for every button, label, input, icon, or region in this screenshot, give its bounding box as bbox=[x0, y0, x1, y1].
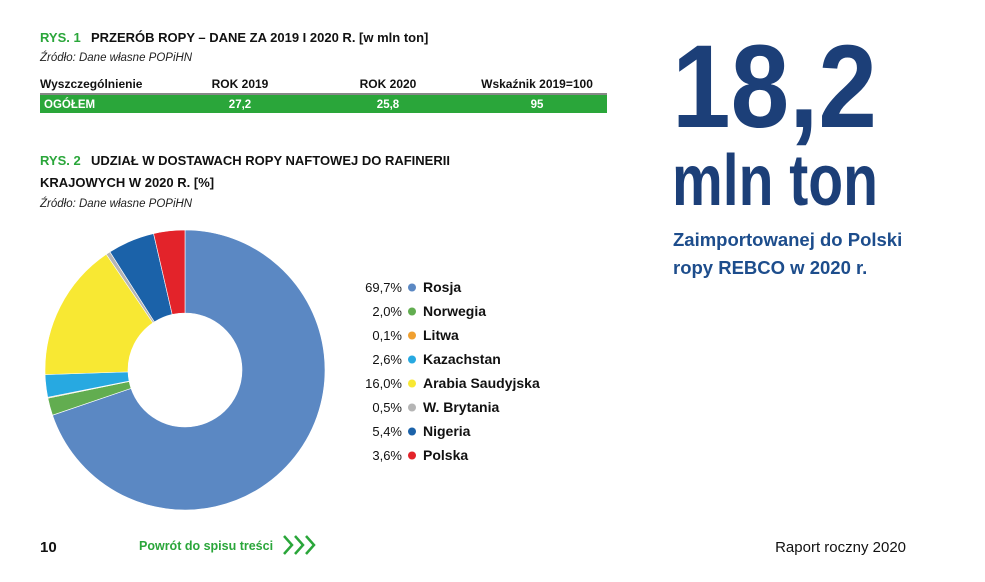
highlight-caption: Zaimportowanej do Polski bbox=[673, 229, 902, 250]
legend-dot bbox=[408, 451, 416, 460]
fig2-label: RYS. 2 bbox=[40, 153, 81, 168]
fig1-source: Źródło: Dane własne POPiHN bbox=[39, 51, 193, 64]
highlight-caption: ropy REBCO w 2020 r. bbox=[673, 257, 867, 278]
fig1-label: RYS. 1 bbox=[40, 30, 81, 45]
legend-label: Arabia Saudyjska bbox=[423, 375, 540, 391]
legend-label: Kazachstan bbox=[423, 351, 501, 367]
legend-dot bbox=[408, 307, 416, 316]
legend-label: Nigeria bbox=[423, 423, 471, 439]
legend-value: 5,4% bbox=[372, 424, 402, 439]
legend-dot bbox=[408, 427, 416, 436]
chevrons-icon bbox=[283, 535, 316, 555]
legend-value: 3,6% bbox=[372, 448, 402, 463]
legend-value: 16,0% bbox=[365, 376, 402, 391]
legend-value: 0,5% bbox=[372, 400, 402, 415]
donut-slice bbox=[153, 229, 186, 315]
legend-value: 2,6% bbox=[372, 352, 402, 367]
table-cell: 95 bbox=[531, 99, 544, 111]
highlight-number: 18,2 bbox=[672, 21, 877, 153]
table-header: Wskaźnik 2019=100 bbox=[481, 77, 593, 91]
table-cell: 25,8 bbox=[377, 99, 400, 111]
legend-label: Litwa bbox=[423, 327, 459, 343]
legend-dot bbox=[408, 403, 416, 412]
legend-dot bbox=[408, 283, 416, 292]
page-number: 10 bbox=[40, 539, 57, 556]
fig2-title: KRAJOWYCH W 2020 R. [%] bbox=[40, 175, 214, 190]
legend-label: Norwegia bbox=[423, 303, 486, 319]
table: Wyszczególnienie ROK 2019 ROK 2020 Wskaźnik… bbox=[40, 77, 607, 113]
fig2-title: UDZIAŁ W DOSTAWACH ROPY NAFTOWEJ DO RAFI… bbox=[91, 153, 450, 168]
toc-link[interactable]: Powrót do spisu treści bbox=[139, 539, 273, 553]
donut-slice bbox=[52, 229, 326, 511]
table-header: Wyszczególnienie bbox=[40, 77, 143, 91]
table-cell: OGÓŁEM bbox=[44, 98, 95, 111]
legend-dot bbox=[408, 355, 416, 364]
table-row-bg bbox=[40, 95, 607, 113]
report-title: Raport roczny 2020 bbox=[775, 539, 906, 556]
table-header: ROK 2019 bbox=[212, 77, 269, 91]
fig2-source: Źródło: Dane własne POPiHN bbox=[39, 197, 193, 210]
legend: 69,7% Rosja 2,0% Norwegia 0,1% Litwa 2,6% Kazac… bbox=[365, 279, 540, 463]
donut-chart bbox=[44, 229, 326, 511]
donut-slice bbox=[44, 253, 154, 375]
table-header: ROK 2020 bbox=[360, 77, 417, 91]
legend-dot bbox=[408, 331, 416, 340]
fig1-title: PRZERÓB ROPY – DANE ZA 2019 I 2020 R. [w… bbox=[91, 30, 428, 45]
legend-label: Polska bbox=[423, 447, 468, 463]
highlight-unit: mln ton bbox=[672, 141, 878, 221]
legend-dot bbox=[408, 379, 416, 388]
legend-label: Rosja bbox=[423, 279, 461, 295]
legend-label: W. Brytania bbox=[423, 399, 499, 415]
legend-value: 69,7% bbox=[365, 280, 402, 295]
legend-value: 0,1% bbox=[372, 328, 402, 343]
table-cell: 27,2 bbox=[229, 99, 251, 111]
legend-value: 2,0% bbox=[372, 304, 402, 319]
